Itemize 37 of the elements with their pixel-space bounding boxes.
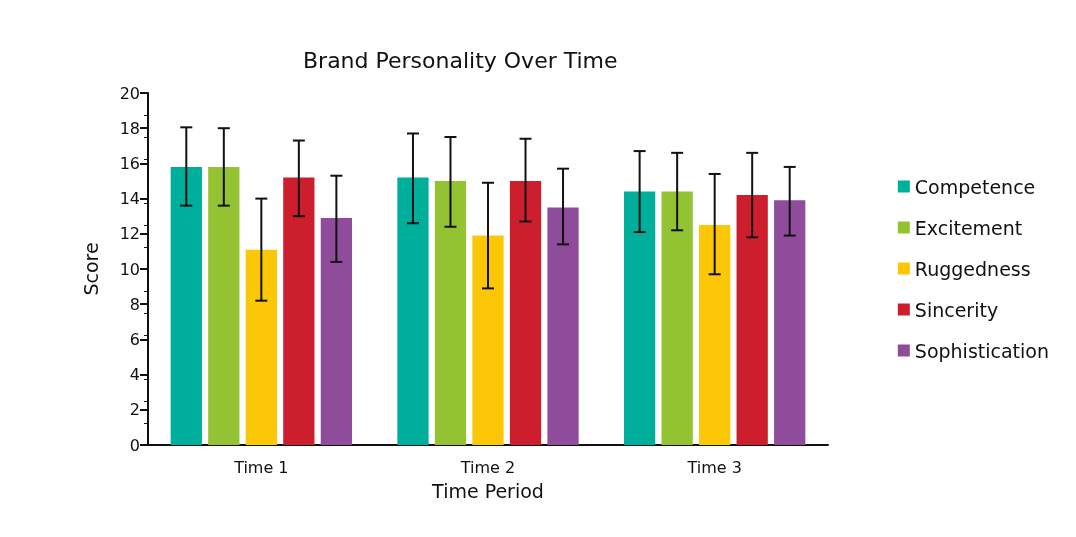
legend-label: Excitement xyxy=(914,216,1023,239)
bar xyxy=(624,191,656,445)
y-tick-label: 4 xyxy=(129,365,140,385)
bar xyxy=(208,166,240,445)
bar xyxy=(472,235,504,445)
x-tick-label: Time 1 xyxy=(233,457,289,477)
y-tick-label: 20 xyxy=(119,83,140,103)
x-tick-label: Time 3 xyxy=(686,457,742,477)
bar xyxy=(774,200,806,445)
bar xyxy=(283,177,315,445)
bar xyxy=(509,181,542,445)
bar xyxy=(320,217,352,445)
legend-label: Sincerity xyxy=(914,298,999,321)
bar xyxy=(547,207,579,445)
y-tick-label: 6 xyxy=(129,329,140,349)
bar xyxy=(736,195,768,445)
legend-label: Ruggedness xyxy=(914,257,1031,280)
bar xyxy=(170,166,202,445)
bar xyxy=(661,191,693,445)
y-tick-label: 14 xyxy=(119,189,140,209)
x-axis-title: Time Period xyxy=(431,479,544,502)
bar xyxy=(699,225,731,445)
bar xyxy=(397,177,429,445)
bar xyxy=(245,249,277,445)
y-axis-title: Score xyxy=(79,242,102,296)
chart-title: Brand Personality Over Time xyxy=(303,47,618,73)
x-tick-label: Time 2 xyxy=(459,457,516,477)
bar xyxy=(434,181,467,445)
y-tick-label: 2 xyxy=(129,400,140,420)
y-tick-label: 10 xyxy=(119,259,140,279)
legend-label: Competence xyxy=(914,175,1036,198)
y-tick-label: 18 xyxy=(119,118,140,138)
y-tick-label: 0 xyxy=(129,435,140,455)
legend-label: Sophistication xyxy=(914,339,1050,362)
y-tick-label: 8 xyxy=(129,294,140,314)
y-tick-label: 12 xyxy=(119,224,140,244)
y-tick-label: 16 xyxy=(119,153,140,173)
